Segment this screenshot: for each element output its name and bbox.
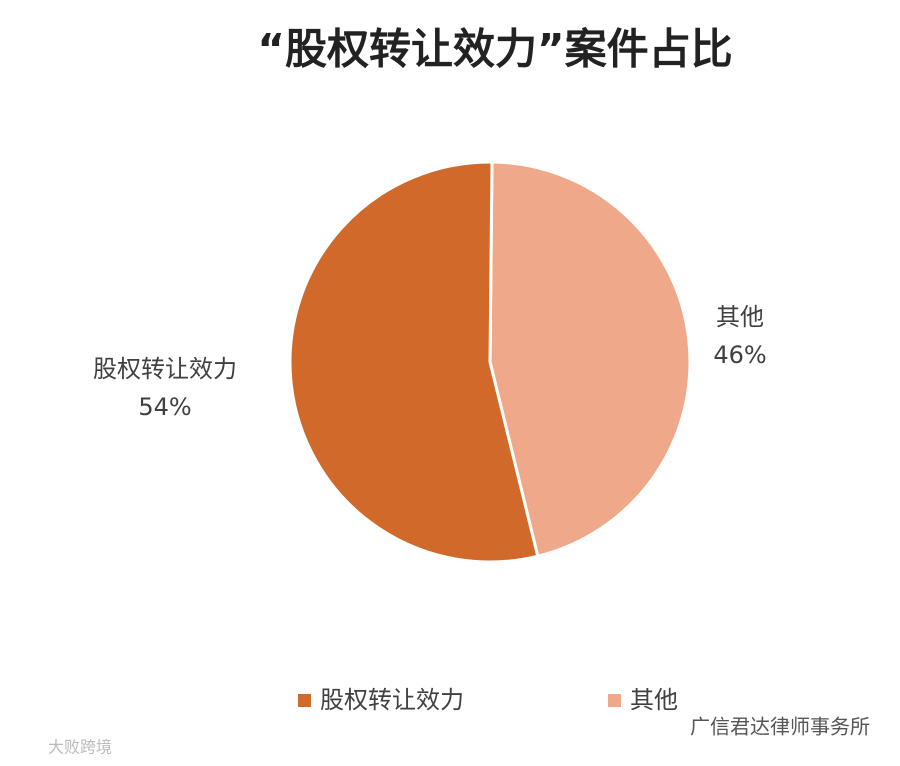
chart-title: “股权转让效力”案件占比 [257,25,732,74]
legend-label: 其他 [630,686,678,714]
watermark: 大败跨境 [48,738,112,757]
legend-swatch [298,694,311,707]
data-label-value: 54% [138,393,191,421]
watermark: 广信君达律师事务所 [690,715,870,739]
legend-swatch [608,694,621,707]
data-label-name: 其他 [716,303,764,331]
data-label-value: 46% [713,341,766,369]
pie-slice [488,160,692,559]
pie-slice [288,160,540,564]
legend-label: 股权转让效力 [320,686,464,714]
data-label-name: 股权转让效力 [93,355,237,383]
